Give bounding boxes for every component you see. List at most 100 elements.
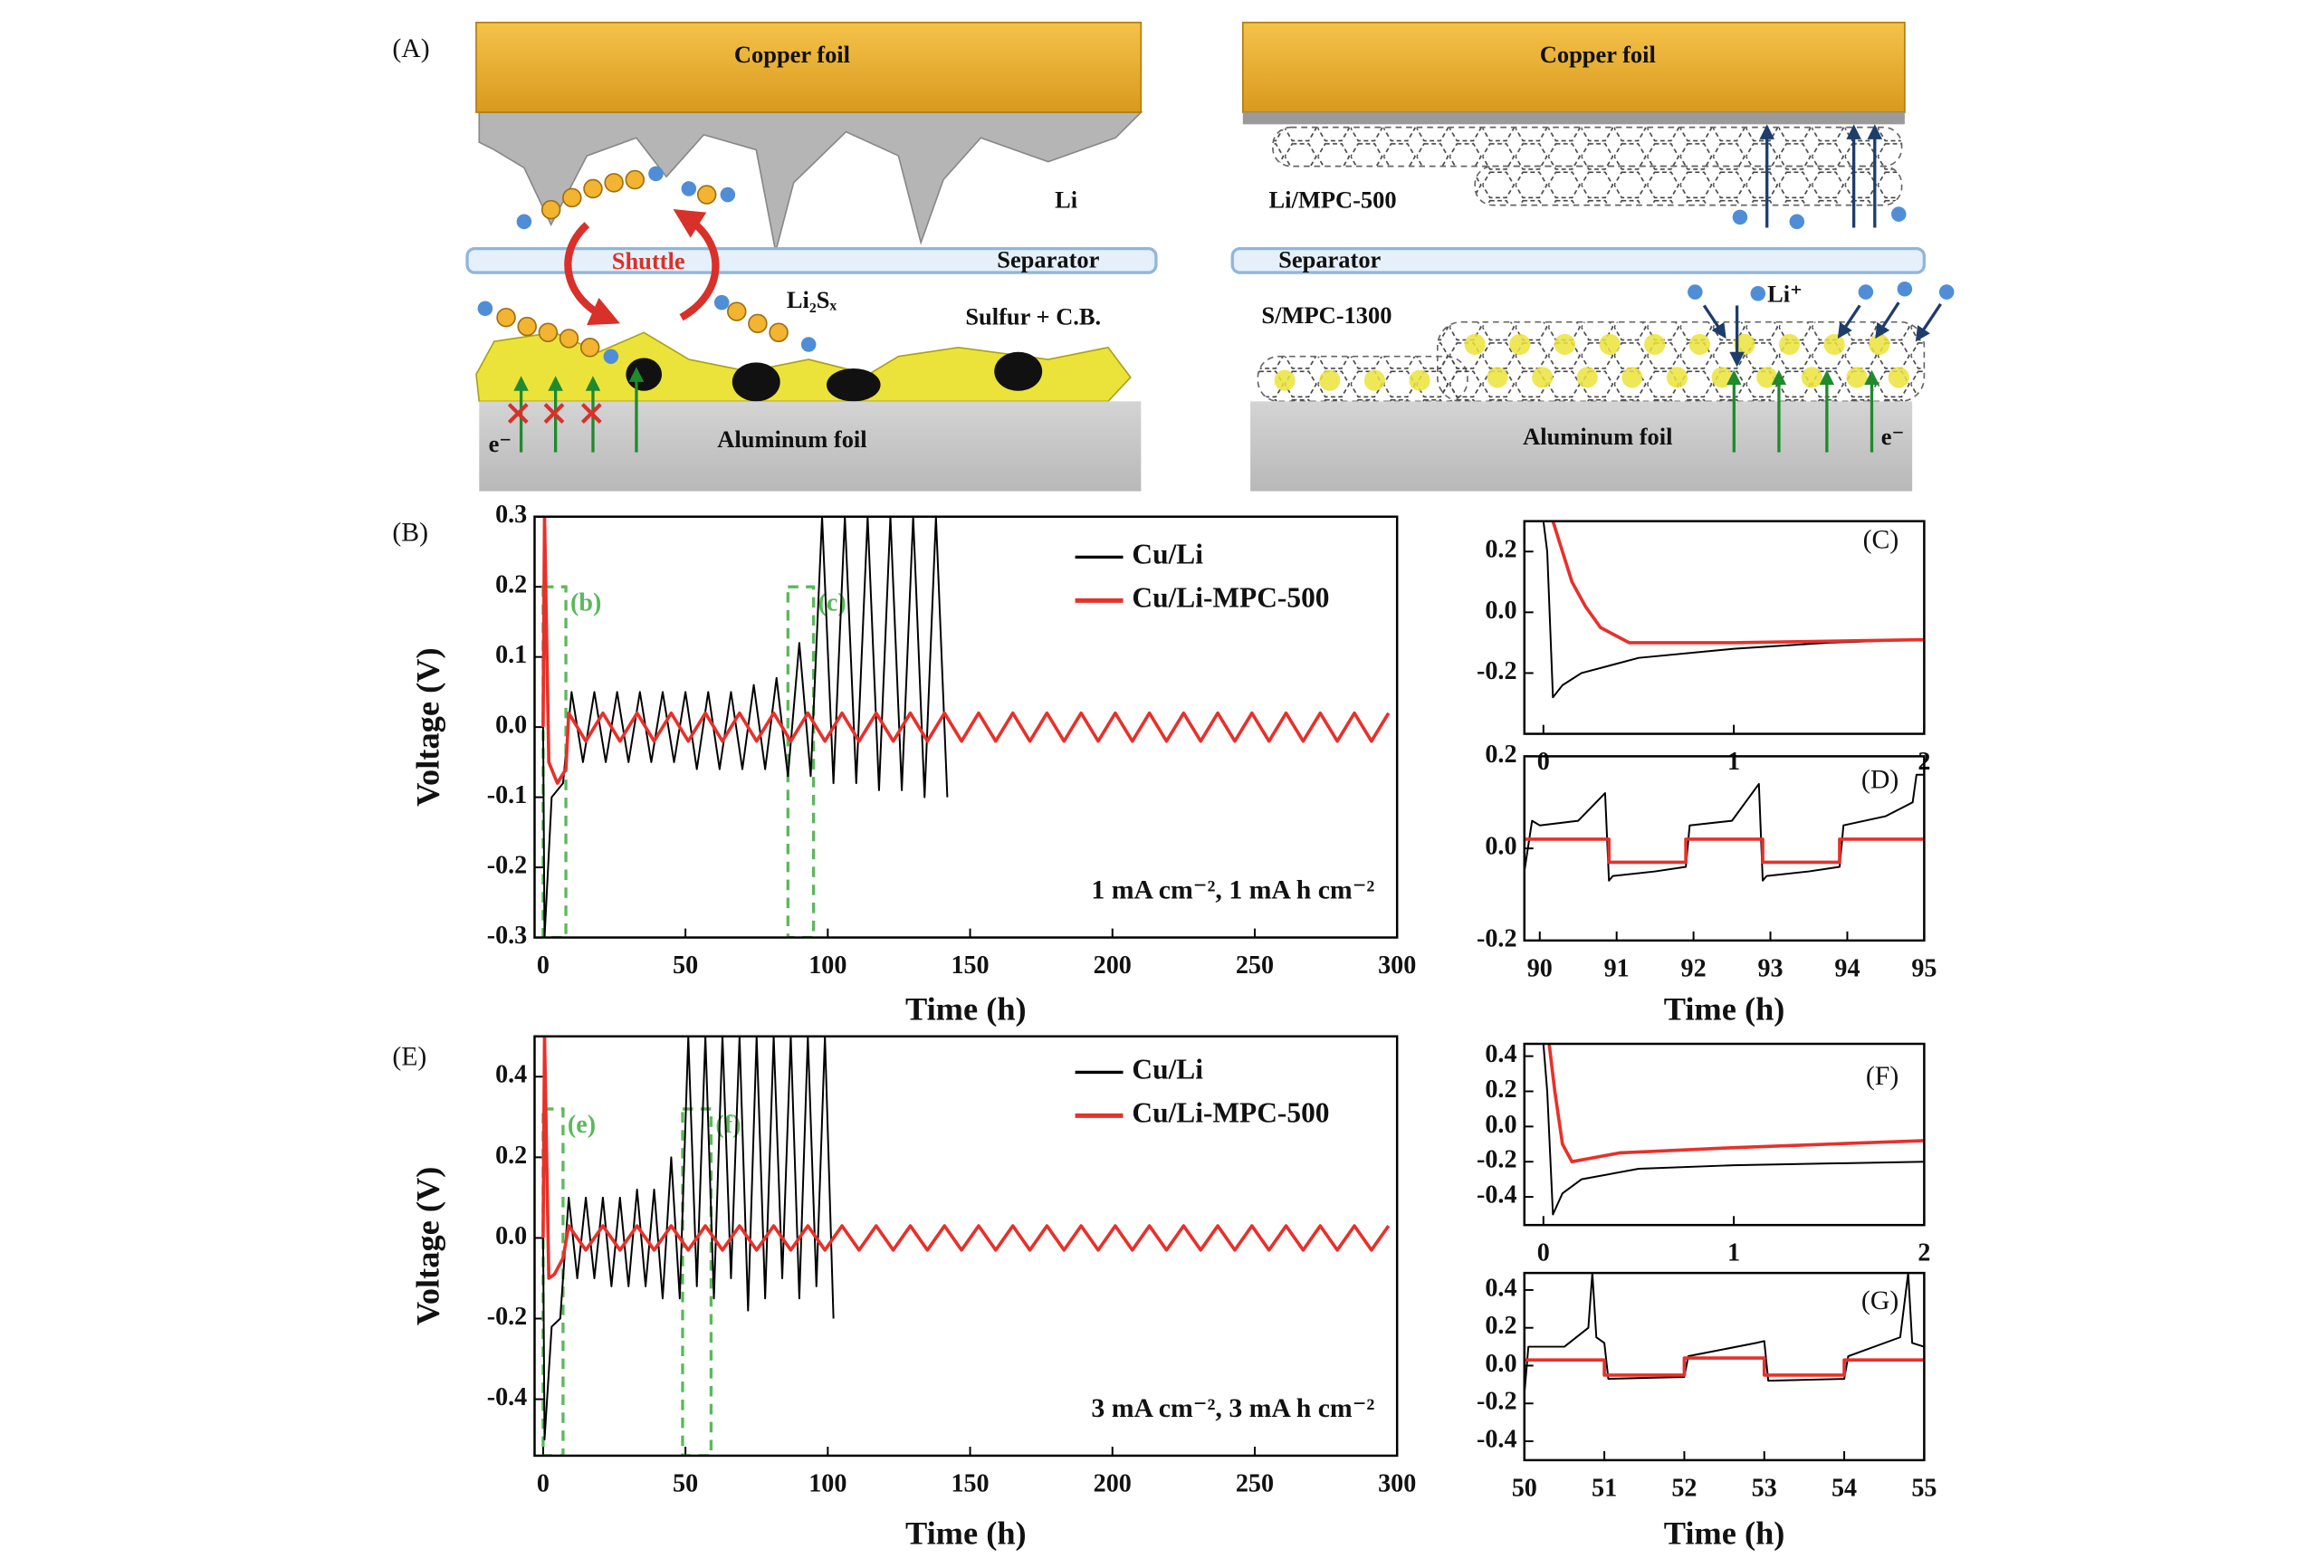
y-tick-label: 0.3 bbox=[495, 501, 527, 529]
polysulfide-chains bbox=[496, 169, 789, 358]
y-tick-label: 0.2 bbox=[495, 571, 527, 599]
ion-label: Li⁺ bbox=[1767, 281, 1803, 308]
shuttle-label: Shuttle bbox=[612, 247, 685, 274]
series-line bbox=[1542, 1044, 1925, 1216]
series-line bbox=[541, 1036, 835, 1441]
y-axis-label: Voltage (V) bbox=[410, 1167, 446, 1325]
y-tick-label: 0.0 bbox=[495, 1222, 527, 1250]
annotation: 1 mA cm⁻², 1 mA h cm⁻² bbox=[1091, 875, 1374, 905]
series-line bbox=[1524, 1356, 1925, 1377]
y-tick-label: 0.2 bbox=[1485, 741, 1516, 769]
x-axis-label: Time (h) bbox=[905, 1515, 1027, 1552]
zoom-label: (e) bbox=[568, 1111, 596, 1139]
carbon bbox=[827, 368, 881, 402]
electron-arrows bbox=[1726, 369, 1879, 453]
y-tick-label: -0.4 bbox=[487, 1383, 527, 1411]
cathode-mpc bbox=[1437, 320, 1926, 403]
y-tick-label: -0.2 bbox=[1477, 1388, 1516, 1416]
shuttle-arrow bbox=[673, 209, 720, 321]
panel-label: (F) bbox=[1866, 1061, 1898, 1091]
y-tick-label: 0.2 bbox=[1485, 1312, 1516, 1340]
y-tick-label: 0.4 bbox=[1485, 1040, 1516, 1068]
aluminum-foil bbox=[1250, 401, 1913, 492]
y-tick-label: -0.3 bbox=[487, 922, 527, 950]
x-tick-label: 55 bbox=[1911, 1474, 1937, 1502]
x-tick-label: 95 bbox=[1911, 954, 1937, 982]
series-line bbox=[1524, 773, 1925, 882]
copper-foil bbox=[475, 21, 1143, 113]
panel-label: (E) bbox=[392, 1041, 426, 1071]
panel-label: (C) bbox=[1863, 525, 1899, 555]
y-tick-label: -0.2 bbox=[1477, 657, 1516, 685]
x-tick-label: 0 bbox=[537, 1469, 550, 1497]
y-tick-label: -0.2 bbox=[1477, 1146, 1516, 1174]
x-tick-label: 1 bbox=[1727, 1239, 1740, 1267]
copper-base bbox=[1242, 112, 1905, 125]
separator-label: Separator bbox=[1278, 246, 1381, 273]
li-label: Li bbox=[1055, 186, 1077, 213]
legend-label: Cu/Li-MPC-500 bbox=[1132, 1097, 1329, 1129]
electron-label: e⁻ bbox=[489, 430, 512, 457]
x-axis-label: Time (h) bbox=[1664, 1515, 1785, 1552]
y-tick-label: 0.4 bbox=[495, 1061, 527, 1089]
legend-label: Cu/Li-MPC-500 bbox=[1132, 582, 1329, 614]
x-tick-label: 51 bbox=[1592, 1474, 1617, 1502]
li-ions bbox=[477, 166, 817, 364]
x-tick-label: 100 bbox=[808, 1469, 846, 1497]
x-tick-label: 53 bbox=[1752, 1474, 1777, 1502]
x-tick-label: 0 bbox=[1537, 748, 1550, 776]
panel-label: (G) bbox=[1861, 1286, 1898, 1315]
y-tick-label: -0.2 bbox=[487, 852, 527, 880]
ion-arrows bbox=[1702, 124, 1942, 368]
x-tick-label: 300 bbox=[1378, 951, 1416, 980]
x-tick-label: 250 bbox=[1236, 951, 1274, 980]
y-tick-label: 0.0 bbox=[1485, 833, 1516, 861]
chart: -0.4 -0.2 0.0 0.2 0.4 50 51 52 53 54 55 (G) Time (h) bbox=[1477, 1271, 1937, 1552]
x-tick-label: 93 bbox=[1757, 954, 1783, 982]
series-line bbox=[1547, 1044, 1925, 1164]
series-line bbox=[541, 516, 949, 938]
series-line bbox=[1542, 521, 1925, 699]
copper-foil bbox=[1241, 21, 1906, 113]
y-tick-label: 0.0 bbox=[1485, 1111, 1516, 1139]
y-tick-label: 0.4 bbox=[1485, 1274, 1516, 1302]
panel-label: (D) bbox=[1861, 764, 1898, 794]
li-ions bbox=[1688, 206, 1955, 301]
blocked-marks bbox=[507, 403, 602, 424]
zoom-box bbox=[681, 1107, 713, 1456]
y-tick-label: 0.2 bbox=[495, 1142, 527, 1170]
diagram-left: (A) Copper foil Li Shuttle Separator Li₂… bbox=[392, 21, 1158, 492]
plot-frame bbox=[1523, 520, 1926, 735]
separator bbox=[465, 246, 1158, 274]
panel-label: (B) bbox=[392, 517, 428, 547]
series-line bbox=[541, 1036, 1391, 1280]
series-line bbox=[1524, 1273, 1925, 1394]
panel-label: (A) bbox=[392, 33, 429, 63]
cathode-label: Sulfur + C.B. bbox=[965, 302, 1101, 330]
plot-frame bbox=[1523, 1271, 1926, 1462]
x-tick-label: 0 bbox=[1537, 1239, 1550, 1267]
sulfur-particles bbox=[1274, 333, 1909, 391]
x-tick-label: 150 bbox=[951, 951, 989, 980]
y-tick-label: 0.0 bbox=[1485, 597, 1516, 625]
zoom-box bbox=[786, 585, 816, 938]
y-tick-label: -0.4 bbox=[1477, 1181, 1516, 1209]
chart: -0.3 -0.2 -0.1 0.0 0.1 0.2 0.3 0 50 100 150 200 250 3… bbox=[392, 501, 1416, 1027]
x-tick-label: 250 bbox=[1236, 1469, 1274, 1497]
y-axis-label: Voltage (V) bbox=[410, 647, 446, 806]
carbon bbox=[626, 358, 663, 391]
x-tick-label: 1 bbox=[1727, 748, 1740, 776]
y-tick-label: 0.2 bbox=[1485, 1076, 1516, 1104]
copper-label: Copper foil bbox=[1540, 41, 1656, 68]
anode-mpc bbox=[1474, 165, 1903, 206]
anode-mpc bbox=[1272, 126, 1903, 167]
x-tick-label: 200 bbox=[1094, 951, 1132, 980]
separator-label: Separator bbox=[997, 246, 1099, 273]
x-tick-label: 90 bbox=[1527, 954, 1553, 982]
x-axis-label: Time (h) bbox=[905, 991, 1027, 1028]
shuttle-arrow bbox=[564, 222, 620, 326]
y-tick-label: -0.2 bbox=[1477, 924, 1516, 952]
legend-label: Cu/Li bbox=[1132, 539, 1203, 570]
plot-frame bbox=[1523, 1042, 1926, 1227]
